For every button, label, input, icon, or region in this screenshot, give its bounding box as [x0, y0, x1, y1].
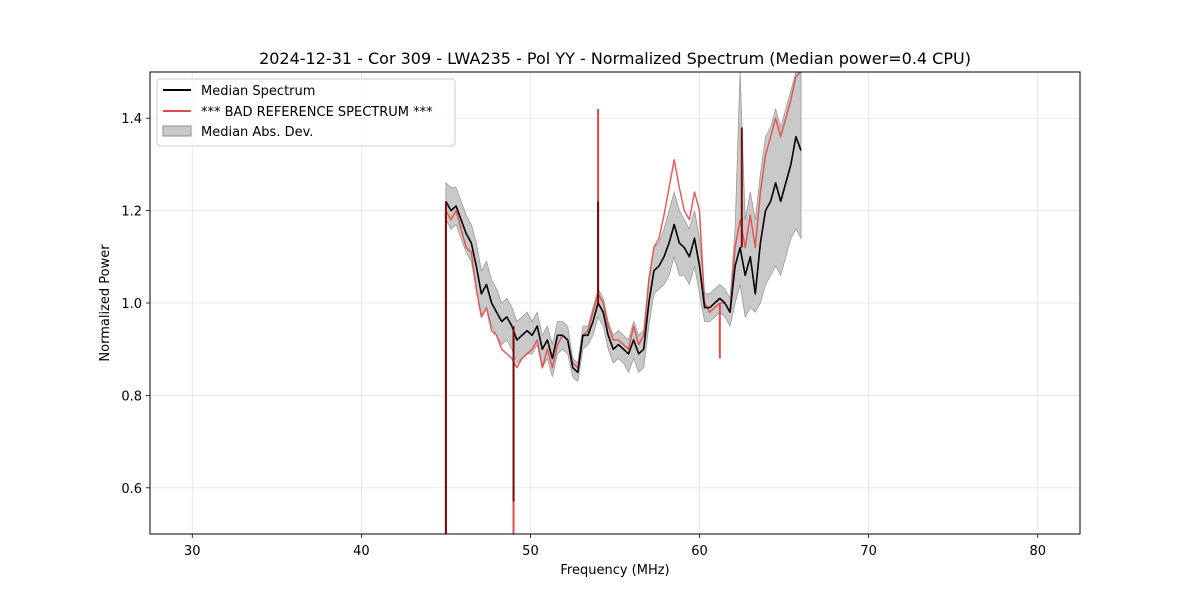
legend-mad-swatch: [162, 125, 192, 137]
legend-mad-label: Median Abs. Dev.: [201, 125, 313, 140]
median-spectrum-line: [445, 135, 802, 374]
y-axis-ticks: 0.6 0.8 1.0 1.2 1.4: [121, 112, 150, 497]
legend-median-label: Median Spectrum: [201, 84, 315, 99]
x-tick-label: 50: [522, 544, 539, 559]
x-axis-label: Frequency (MHz): [560, 563, 669, 578]
legend-box: [156, 78, 456, 147]
x-tick-label: 70: [860, 544, 877, 559]
plot-area: [150, 72, 1080, 534]
grid: [150, 72, 1080, 534]
y-tick-label: 1.2: [121, 205, 142, 220]
y-tick-label: 1.4: [121, 112, 142, 127]
y-tick-label: 1.0: [121, 297, 142, 312]
legend-bad-reference-label: *** BAD REFERENCE SPECTRUM ***: [201, 105, 433, 120]
y-tick-label: 0.8: [121, 389, 142, 404]
legend: Median Spectrum *** BAD REFERENCE SPECTR…: [156, 78, 456, 147]
x-axis-ticks: 30 40 50 60 70 80: [184, 534, 1046, 559]
x-tick-label: 60: [691, 544, 708, 559]
x-tick-label: 40: [353, 544, 370, 559]
x-tick-label: 80: [1029, 544, 1046, 559]
y-axis-label: Normalized Power: [98, 244, 113, 362]
y-tick-label: 0.6: [121, 482, 142, 497]
mad-band: [445, 72, 802, 383]
x-tick-label: 30: [184, 544, 201, 559]
band-layer: [445, 72, 802, 383]
series-layer: [444, 72, 802, 534]
chart-title: 2024-12-31 - Cor 309 - LWA235 - Pol YY -…: [259, 49, 971, 68]
